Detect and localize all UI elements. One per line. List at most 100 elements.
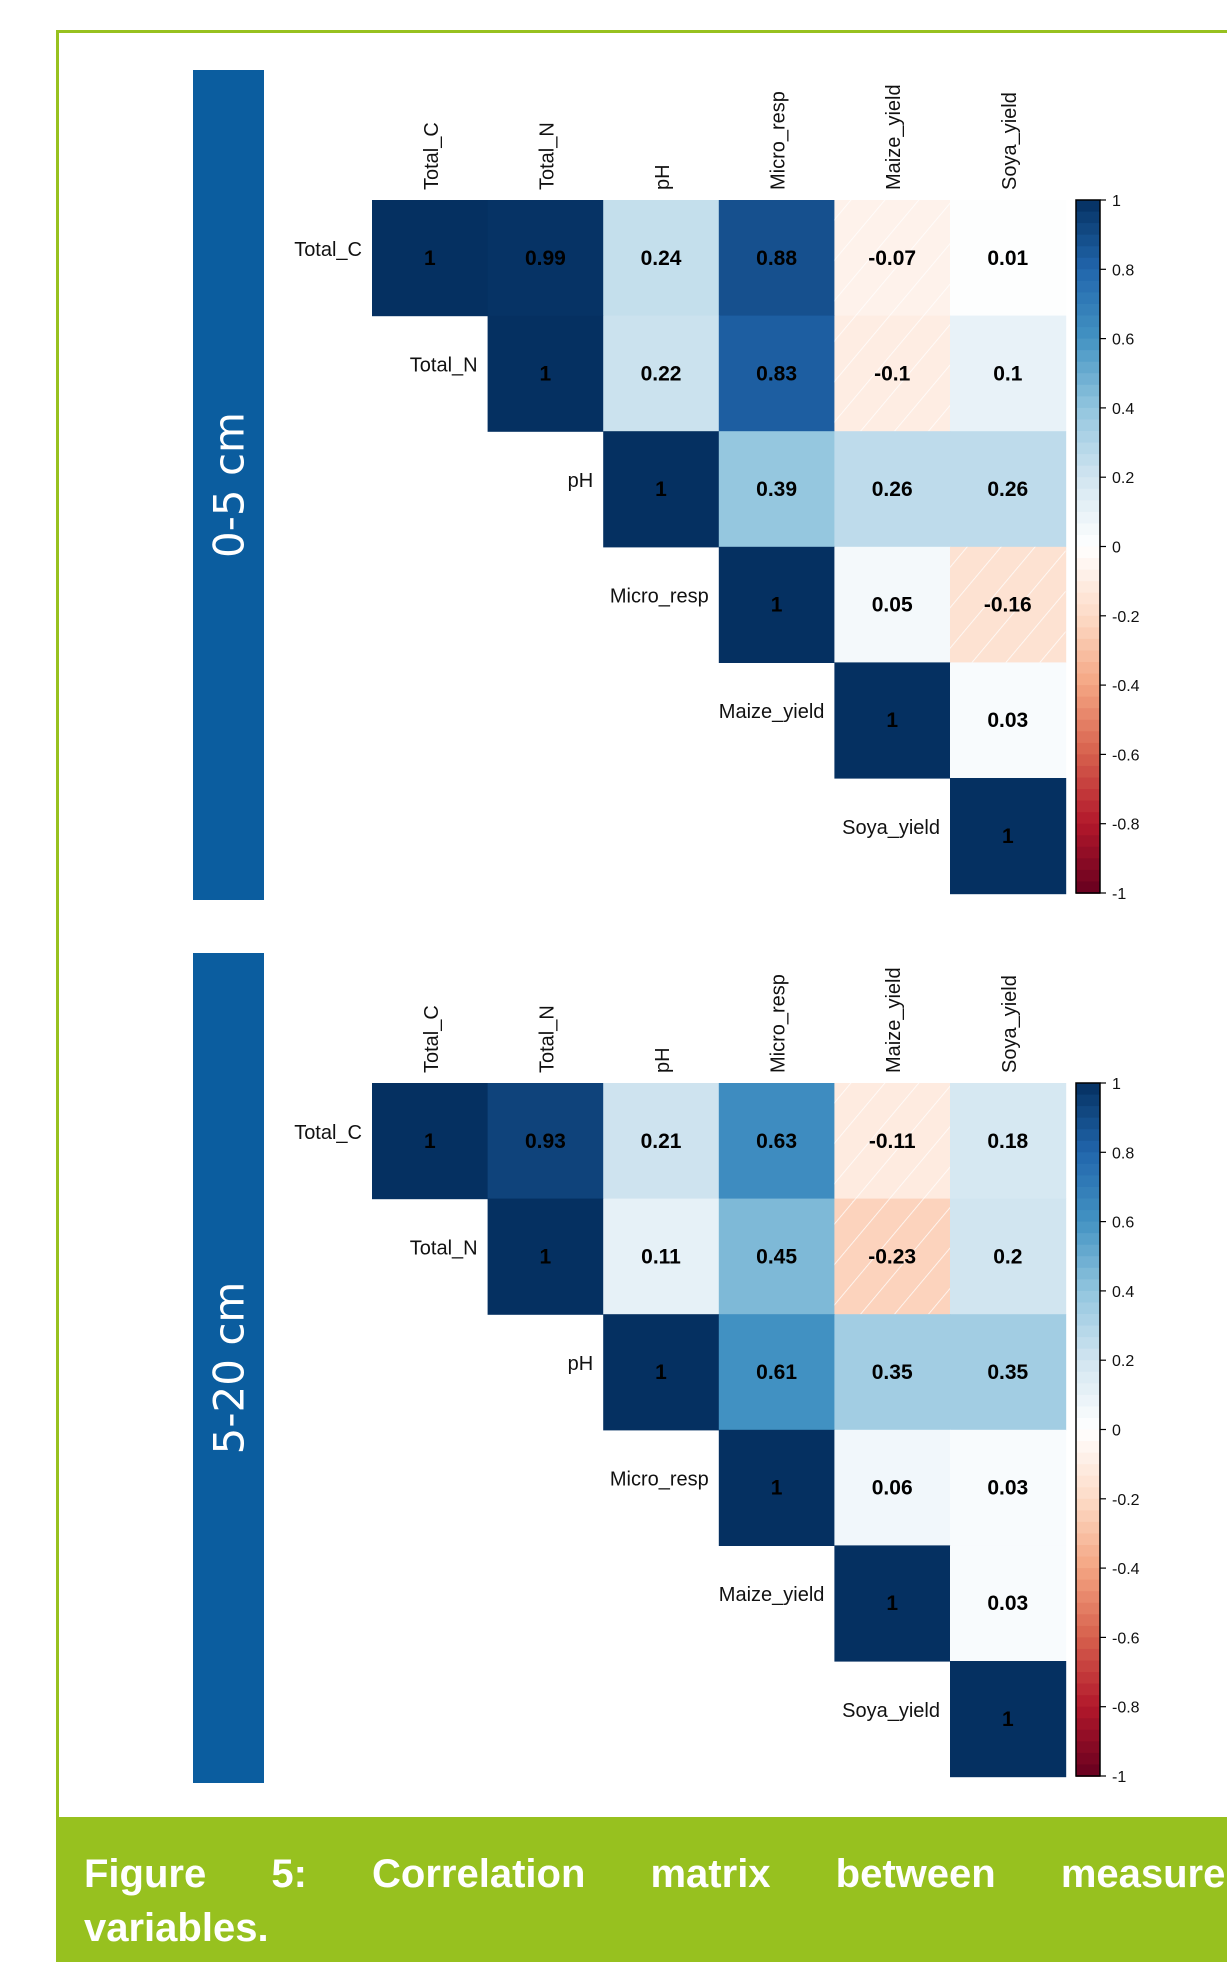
colorbar-segment <box>1076 1695 1100 1708</box>
colorbar-tick-label: 1 <box>1112 1076 1121 1093</box>
colorbar-segment <box>1076 454 1100 467</box>
colorbar-segment <box>1076 223 1100 236</box>
colorbar-segment <box>1076 1290 1100 1304</box>
colorbar-tick-label: 0.2 <box>1112 1353 1134 1370</box>
colorbar-segment <box>1076 1383 1100 1396</box>
colorbar-tick-label: 0.6 <box>1112 1215 1134 1232</box>
cell-value-label: 0.61 <box>756 1361 797 1384</box>
cell-value-label: 1 <box>1002 1708 1014 1731</box>
colorbar-segment <box>1076 558 1100 571</box>
row-label-ph: pH <box>568 1353 594 1375</box>
colorbar-segment <box>1076 1533 1100 1546</box>
colorbar-segment <box>1076 1614 1100 1627</box>
cell-value-label: 0.63 <box>756 1130 797 1153</box>
matrix-cell <box>603 1198 720 1315</box>
colorbar-segment <box>1076 1394 1100 1408</box>
matrix-cell <box>487 1198 604 1315</box>
colorbar-tick-label: 0.8 <box>1112 262 1134 279</box>
colorbar-segment <box>1076 1498 1100 1512</box>
colorbar-segment <box>1076 1163 1100 1177</box>
column-label-total-n: Total_N <box>536 1005 558 1073</box>
matrix-cell <box>718 200 835 317</box>
colorbar-segment <box>1076 1602 1100 1616</box>
row-label-total-n: Total_N <box>410 354 478 376</box>
colorbar-segment <box>1076 1094 1100 1107</box>
matrix-cell <box>487 315 604 432</box>
colorbar-segment <box>1076 1348 1100 1361</box>
cell-value-label: 0.99 <box>525 247 566 270</box>
cell-value-label: 0.26 <box>987 478 1028 501</box>
colorbar-segment <box>1076 1741 1100 1754</box>
matrix-cell <box>834 546 951 663</box>
colorbar-segment <box>1076 1591 1100 1604</box>
row-label-ph: pH <box>568 470 594 492</box>
matrix-cell <box>950 431 1067 548</box>
cell-value-label: 0.83 <box>756 362 797 385</box>
colorbar-tick-label: 0.4 <box>1112 1284 1134 1301</box>
cell-value-label: 0.03 <box>987 1477 1028 1500</box>
colorbar-segment <box>1076 1129 1100 1142</box>
colorbar-segment <box>1076 719 1100 733</box>
colorbar-segment <box>1076 869 1100 883</box>
colorbar-segment <box>1076 615 1100 629</box>
colorbar-segment <box>1076 1302 1100 1315</box>
colorbar-segment <box>1076 1210 1100 1223</box>
matrix-cell <box>603 1083 720 1200</box>
colorbar-segment <box>1076 1186 1100 1200</box>
matrix-cell <box>834 1545 951 1662</box>
colorbar-segment <box>1076 1648 1100 1662</box>
colorbar-segment <box>1076 569 1100 582</box>
colorbar-segment <box>1076 500 1100 513</box>
colorbar-segment <box>1076 1244 1100 1258</box>
matrix-cell <box>834 1429 951 1546</box>
colorbar-tick-label: -0.8 <box>1112 1700 1140 1717</box>
colorbar-segment <box>1076 627 1100 640</box>
colorbar-segment <box>1076 246 1100 259</box>
cell-value-label: -0.23 <box>868 1245 916 1268</box>
colorbar-segment <box>1076 592 1100 606</box>
matrix-cell <box>950 1083 1067 1200</box>
colorbar-segment <box>1076 1487 1100 1500</box>
colorbar-segment <box>1076 407 1100 421</box>
colorbar-segment <box>1076 1683 1100 1696</box>
colorbar-segment <box>1076 1406 1100 1419</box>
colorbar-segment <box>1076 523 1100 536</box>
cell-value-label: -0.1 <box>874 362 911 385</box>
cell-value-label: 0.05 <box>872 594 913 617</box>
cell-value-label: 0.21 <box>641 1130 682 1153</box>
colorbar-tick-label: 0.8 <box>1112 1145 1134 1162</box>
matrix-cell <box>950 1314 1067 1431</box>
cell-value-label: 1 <box>1002 825 1014 848</box>
column-label-maize-yield: Maize_yield <box>883 84 905 190</box>
colorbar-tick-label: 0.6 <box>1112 332 1134 349</box>
matrix-cell <box>718 1429 835 1546</box>
colorbar-tick-label: 0 <box>1112 1423 1121 1440</box>
colorbar-segment <box>1076 1198 1100 1211</box>
colorbar-segment <box>1076 777 1100 790</box>
colorbar-segment <box>1076 303 1100 317</box>
colorbar-segment <box>1076 685 1100 698</box>
colorbar-segment <box>1076 754 1100 767</box>
colorbar-segment <box>1076 1706 1100 1720</box>
colorbar-segment <box>1076 1417 1100 1431</box>
matrix-cell <box>487 200 604 317</box>
colorbar-segment <box>1076 1279 1100 1292</box>
colorbar-tick-label: -1 <box>1112 1769 1126 1786</box>
row-label-soya-yield: Soya_yield <box>842 1700 940 1722</box>
colorbar-segment <box>1076 1464 1100 1477</box>
matrix-cell <box>718 1198 835 1315</box>
matrix-cell <box>718 1314 835 1431</box>
colorbar-segment <box>1076 823 1100 837</box>
row-label-maize-yield: Maize_yield <box>719 701 825 723</box>
cell-value-label: 0.35 <box>872 1361 913 1384</box>
colorbar-segment <box>1076 604 1100 617</box>
matrix-cell <box>950 315 1067 432</box>
column-label-soya-yield: Soya_yield <box>999 975 1021 1073</box>
colorbar-segment <box>1076 1314 1100 1327</box>
cell-value-label: 1 <box>771 1477 783 1500</box>
matrix-cell <box>372 1083 489 1200</box>
cell-value-label: 1 <box>886 1592 898 1615</box>
colorbar-segment <box>1076 1140 1100 1154</box>
colorbar-segment <box>1076 789 1100 802</box>
row-label-total-c: Total_C <box>294 239 362 261</box>
